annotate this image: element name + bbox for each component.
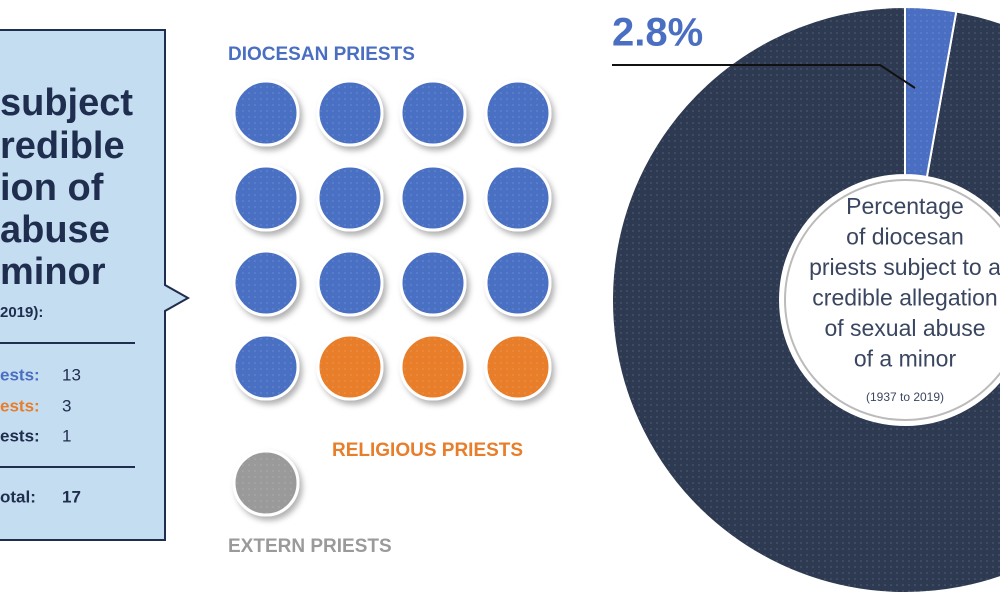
- panel-title: subject: [0, 82, 133, 124]
- center-note: (1937 to 2019): [866, 390, 944, 404]
- value-label: 2.8%: [612, 11, 703, 55]
- dot-texture: [486, 166, 550, 230]
- dot-texture: [318, 81, 382, 145]
- dot-texture: [318, 166, 382, 230]
- row-value: 3: [62, 396, 71, 415]
- dot-texture: [234, 335, 298, 399]
- panel-title: ion of: [0, 167, 104, 209]
- group-label: DIOCESAN PRIESTS: [228, 44, 415, 65]
- dot-texture: [486, 81, 550, 145]
- dot-texture: [401, 81, 465, 145]
- dot-texture: [486, 251, 550, 315]
- donut-center: [784, 179, 1000, 421]
- row-value: 13: [62, 365, 81, 384]
- center-text: of sexual abuse: [824, 315, 985, 341]
- dot-texture: [234, 451, 298, 515]
- dot-texture: [318, 335, 382, 399]
- dot-texture: [234, 251, 298, 315]
- total-value: 17: [62, 487, 81, 506]
- info-panel: [0, 29, 191, 541]
- row-label: ests:: [0, 396, 40, 415]
- group-label: RELIGIOUS PRIESTS: [332, 440, 523, 461]
- center-text: of diocesan: [846, 224, 964, 250]
- panel-title: abuse: [0, 209, 110, 251]
- dot-texture: [401, 335, 465, 399]
- row-label: ests:: [0, 365, 40, 384]
- panel-subtitle: 2019):: [0, 304, 43, 321]
- dot-texture: [234, 166, 298, 230]
- dot-texture: [401, 166, 465, 230]
- leader-line: [612, 64, 916, 89]
- dot-texture: [401, 251, 465, 315]
- dot-texture: [486, 335, 550, 399]
- center-text: of a minor: [854, 346, 957, 372]
- center-text: credible allegation: [812, 285, 997, 311]
- slice-texture: [612, 7, 1000, 593]
- center-text: Percentage: [846, 193, 964, 219]
- group-label: EXTERN PRIESTS: [228, 536, 392, 557]
- slice-texture: [905, 7, 957, 177]
- dot-texture: [234, 81, 298, 145]
- center-text: priests subject to a: [809, 254, 1000, 280]
- panel-title: minor: [0, 251, 106, 293]
- row-value: 1: [62, 426, 71, 445]
- dot-texture: [318, 251, 382, 315]
- row-label: ests:: [0, 426, 40, 445]
- panel-title: redible: [0, 125, 125, 167]
- total-label: otal:: [0, 487, 36, 506]
